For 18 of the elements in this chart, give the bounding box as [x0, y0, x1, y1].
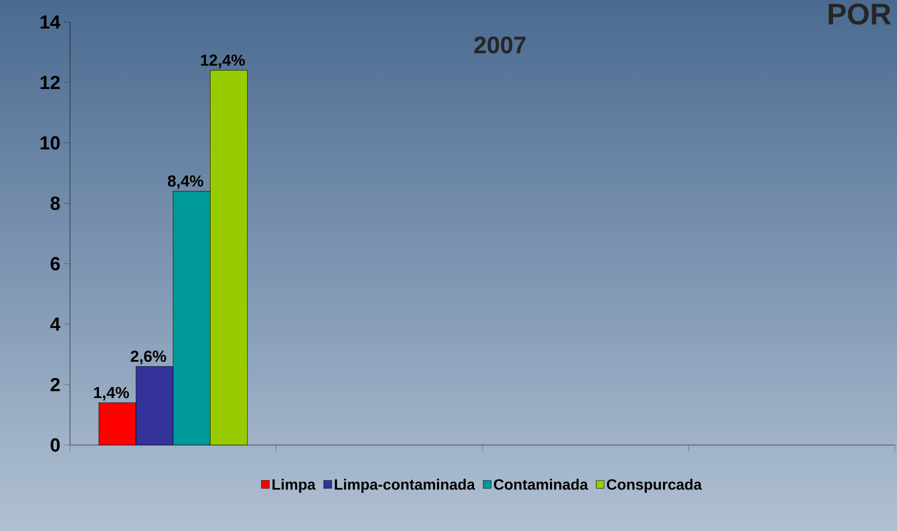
legend-label: Limpa [272, 478, 316, 493]
y-tick-label: 4 [50, 318, 60, 331]
data-label: 2,6% [130, 350, 166, 364]
legend-label: Limpa-contaminada [334, 478, 476, 493]
y-tick-label: 2 [50, 378, 60, 392]
y-tick-label: 8 [50, 196, 60, 210]
y-tick-label: 12 [40, 76, 60, 90]
data-label: 8,4% [168, 175, 204, 189]
y-tick-label: 6 [50, 257, 60, 270]
y-tick-label: 14 [40, 15, 60, 29]
data-label: 1,4% [94, 386, 129, 400]
legend-label: Conspurcada [606, 478, 702, 493]
chart-title: 2007 [474, 36, 526, 54]
legend-label: Contaminada [494, 478, 588, 490]
y-tick-label: 0 [50, 438, 60, 452]
data-label: 12,4% [201, 54, 245, 68]
y-tick-label: 10 [40, 136, 60, 150]
annotation: POR [828, 4, 891, 25]
